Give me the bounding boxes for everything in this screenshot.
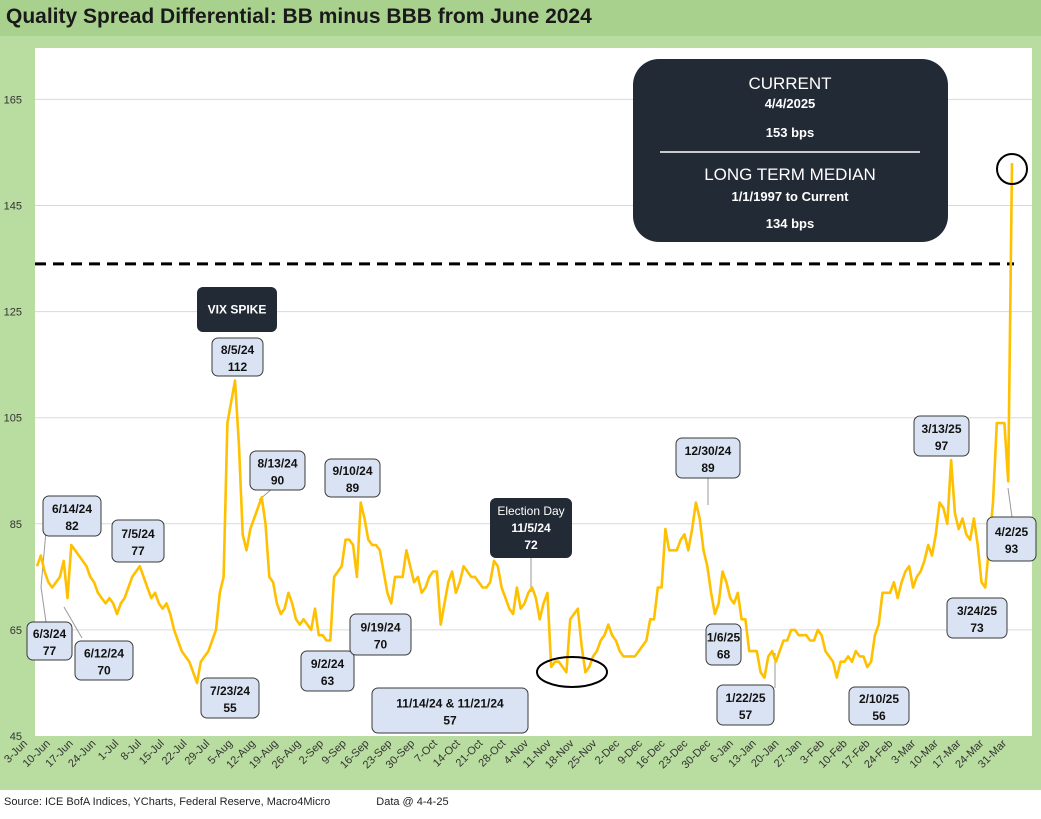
- y-axis-ticks: 45 65 85 105 125 145 165: [4, 94, 22, 743]
- annotation-value: 73: [970, 621, 984, 635]
- info-median-value: 134 bps: [766, 216, 814, 231]
- annotation-value: 57: [739, 708, 753, 722]
- annotation-box: [716, 684, 775, 726]
- annotation-date: 8/5/24: [221, 343, 255, 357]
- info-median-heading: LONG TERM MEDIAN: [704, 165, 876, 184]
- current-value-circle: [996, 153, 1028, 185]
- callout-election-text: 72: [524, 538, 538, 552]
- data-annotations: 6/3/24 77 6/12/24 70 6/14/24 82 7/5/24 77 7/23/2…: [26, 337, 1037, 734]
- annotation-value: 77: [43, 644, 57, 658]
- annotation-date: 6/3/24: [33, 627, 67, 641]
- annotation-value: 93: [1005, 542, 1019, 556]
- title-bar: Quality Spread Differential: BB minus BB…: [0, 0, 1041, 36]
- annotation-box: [42, 495, 102, 537]
- annotation-value: 56: [872, 709, 886, 723]
- chart-title: Quality Spread Differential: BB minus BB…: [6, 5, 592, 28]
- spread-chart: 45 65 85 105 125 145 165 3-Jun10-Jun17-Jun24-J…: [2, 59, 1037, 771]
- annotation-box: [300, 650, 355, 692]
- annotation-box: [913, 415, 970, 457]
- annotation-value: 97: [935, 439, 949, 453]
- annotation-value: 70: [374, 638, 388, 652]
- info-current-heading: CURRENT: [748, 74, 831, 93]
- info-current-date: 4/4/2025: [765, 96, 816, 111]
- source-text: Source: ICE BofA Indices, YCharts, Feder…: [4, 796, 331, 808]
- leader-line: [63, 606, 83, 639]
- y-tick-label: 45: [10, 731, 22, 743]
- annotation-date: 1/6/25: [707, 631, 741, 645]
- leader-line: [40, 586, 47, 623]
- callout-election-text: Election Day: [497, 504, 564, 518]
- annotation-box: [111, 519, 165, 563]
- annotation-box: [211, 337, 264, 377]
- annotation-box: [200, 677, 260, 719]
- annotation-box: [946, 597, 1008, 639]
- annotation-date: 11/14/24 & 11/21/24: [396, 697, 504, 711]
- data-date-text: Data @ 4-4-25: [376, 796, 449, 808]
- x-tick-label: 22-Jul: [160, 738, 190, 768]
- leader-line: [1007, 487, 1013, 518]
- annotation-box: [371, 687, 529, 734]
- annotation-box: [848, 686, 910, 726]
- annotation-date: 9/10/24: [332, 464, 372, 478]
- callout-vix-box: [197, 287, 277, 332]
- annotation-date: 7/5/24: [121, 527, 155, 541]
- annotation-box: [26, 621, 73, 661]
- annotation-value: 90: [271, 474, 285, 488]
- callout-election-box: [490, 498, 572, 558]
- annotation-date: 9/19/24: [360, 621, 400, 635]
- annotation-date: 3/24/25: [957, 604, 997, 618]
- annotation-value: 82: [65, 519, 79, 533]
- callout-vix-text: VIX SPIKE: [208, 303, 267, 317]
- y-tick-label: 85: [10, 519, 22, 531]
- y-tick-label: 145: [4, 201, 22, 213]
- spread-series-line: [35, 163, 1014, 685]
- annotation-box: [705, 623, 742, 666]
- y-tick-label: 165: [4, 94, 22, 106]
- x-tick-label: 29-Jul: [183, 738, 213, 768]
- post-election-trough-ellipse: [536, 656, 608, 688]
- y-tick-label: 65: [10, 625, 22, 637]
- annotation-value: 89: [701, 461, 715, 475]
- info-box-background: [633, 59, 948, 242]
- annotation-value: 57: [443, 714, 457, 728]
- y-tick-label: 125: [4, 307, 22, 319]
- annotation-box: [74, 640, 134, 681]
- x-tick-label: 2-Sep: [297, 738, 326, 767]
- x-axis-ticks: 3-Jun10-Jun17-Jun24-Jun1-Jul8-Jul15-Jul2…: [2, 737, 1009, 771]
- x-tick-label: 2-Dec: [593, 737, 623, 767]
- annotation-box: [324, 458, 381, 498]
- x-tick-label: 1-Jul: [96, 738, 121, 763]
- annotation-date: 3/13/25: [921, 422, 961, 436]
- annotation-box: [675, 437, 741, 479]
- callout-election-text: 11/5/24: [511, 521, 551, 535]
- footer: Source: ICE BofA Indices, YCharts, Feder…: [4, 796, 449, 808]
- annotation-value: 68: [717, 648, 731, 662]
- annotation-box: [249, 450, 306, 491]
- annotation-date: 6/14/24: [52, 502, 92, 516]
- annotation-box: [986, 516, 1037, 562]
- annotation-value: 55: [223, 701, 237, 715]
- annotation-date: 4/2/25: [995, 525, 1029, 539]
- annotation-date: 7/23/24: [210, 684, 250, 698]
- info-current-value: 153 bps: [766, 125, 814, 140]
- annotation-value: 112: [228, 360, 248, 374]
- annotation-value: 63: [321, 674, 335, 688]
- annotation-value: 77: [131, 544, 145, 558]
- annotation-date: 6/12/24: [84, 647, 124, 661]
- x-tick-label: 15-Jul: [137, 738, 167, 768]
- annotation-box: [349, 613, 412, 656]
- annotation-date: 8/13/24: [257, 457, 297, 471]
- y-tick-label: 105: [4, 413, 22, 425]
- info-box: CURRENT 4/4/2025 153 bps LONG TERM MEDIA…: [633, 59, 948, 242]
- annotation-value: 70: [97, 664, 111, 678]
- annotation-date: 12/30/24: [685, 444, 732, 458]
- annotation-date: 1/22/25: [725, 691, 765, 705]
- info-median-range: 1/1/1997 to Current: [731, 189, 849, 204]
- annotation-date: 9/2/24: [311, 657, 345, 671]
- annotation-value: 89: [346, 481, 360, 495]
- annotation-date: 2/10/25: [859, 692, 899, 706]
- dark-callouts: VIX SPIKE Election Day 11/5/24 72: [197, 287, 572, 558]
